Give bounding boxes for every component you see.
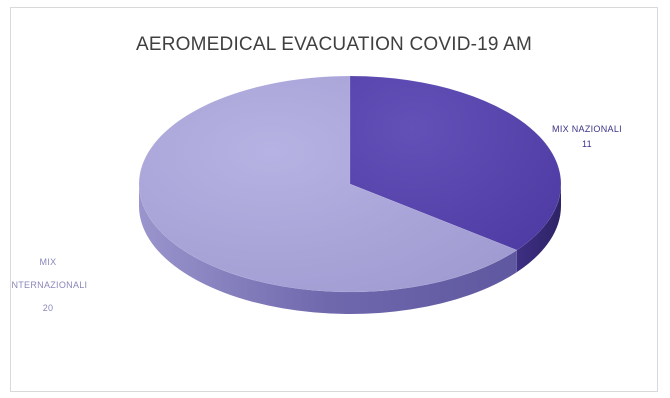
pie-slice-1 — [138, 75, 518, 293]
slice-label-internazionali-line1: MIX — [40, 257, 57, 267]
slice-label-internazionali-line2: INTERNAZIONALI — [11, 280, 87, 290]
chart-frame: AEROMEDICAL EVACUATION COVID-19 AM M — [10, 7, 658, 392]
slice-value-nazionali: 11 — [582, 139, 592, 149]
slice-value-internazionali: 20 — [43, 303, 54, 313]
pie-labels: MIX NAZIONALI 11 MIX INTERNAZIONALI 20 — [11, 124, 622, 313]
pie-chart: MIX NAZIONALI 11 MIX INTERNAZIONALI 20 — [11, 75, 622, 315]
slice-label-nazionali: MIX NAZIONALI — [552, 124, 622, 134]
pie-side-0-0 — [516, 184, 561, 273]
pie-side-1-0 — [139, 184, 517, 315]
pie-tops — [138, 75, 562, 293]
pie-slice-0 — [349, 75, 562, 251]
chart-title: AEROMEDICAL EVACUATION COVID-19 AM — [135, 34, 533, 55]
pie-sides — [139, 184, 561, 315]
